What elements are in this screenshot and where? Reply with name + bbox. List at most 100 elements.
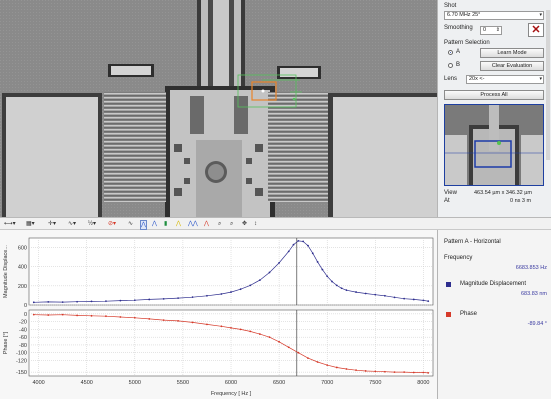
overview-thumbnail-image bbox=[445, 105, 543, 185]
magnitude-data-point bbox=[364, 292, 367, 295]
phase-data-point bbox=[32, 313, 35, 316]
cursor-icon[interactable]: ✛▾ bbox=[48, 221, 57, 227]
phase-data-point bbox=[148, 318, 151, 320]
multi-pattern-icon[interactable]: ⋀⋀ bbox=[188, 221, 198, 227]
phase-data-point bbox=[422, 371, 425, 374]
magnitude-data-point bbox=[90, 300, 93, 303]
magnitude-data-point bbox=[287, 250, 290, 253]
yellow-pattern-icon[interactable]: ⋀ bbox=[176, 221, 181, 227]
phase-y-tick-label: -80 bbox=[19, 343, 27, 349]
phase-data-point bbox=[364, 370, 367, 372]
magnitude-data-point bbox=[206, 294, 208, 297]
magnitude-swatch bbox=[446, 282, 451, 287]
magnitude-y-tick-label: 600 bbox=[18, 246, 27, 252]
phase-data-point bbox=[162, 319, 165, 321]
phase-data-point bbox=[307, 357, 309, 360]
phase-data-point bbox=[355, 369, 357, 372]
fit-icon[interactable]: ∿▾ bbox=[68, 221, 77, 227]
x-tick-label: 4500 bbox=[81, 380, 93, 386]
green-pattern-icon[interactable]: ▮ bbox=[164, 221, 168, 227]
zoom-x-icon[interactable]: ⟷▾ bbox=[4, 221, 16, 227]
no-entry-icon[interactable]: ⊘▾ bbox=[108, 221, 117, 227]
clear-evaluation-button[interactable]: Clear Evaluation bbox=[480, 61, 544, 71]
fit-vertical-icon[interactable]: ↕ bbox=[254, 221, 257, 227]
pattern-a-label: A bbox=[456, 49, 461, 55]
phase-data-point bbox=[258, 333, 261, 335]
pattern-a-view-icon[interactable]: ⋀ bbox=[140, 220, 147, 230]
shot-select[interactable]: 6.70 MHz 25° ▾ bbox=[444, 11, 544, 20]
phase-data-point bbox=[206, 323, 208, 326]
zoom-out-icon[interactable]: ⌕ bbox=[230, 221, 234, 227]
series-select-icon[interactable]: ▦▾ bbox=[26, 221, 35, 227]
pattern-b-radio[interactable] bbox=[448, 63, 453, 68]
magnitude-data-point bbox=[321, 268, 324, 271]
close-icon[interactable]: ✕ bbox=[528, 23, 544, 37]
mems-device-image bbox=[0, 0, 437, 217]
magnitude-data-point bbox=[335, 284, 338, 287]
magnitude-data-point bbox=[278, 261, 280, 264]
process-all-button[interactable]: Process All bbox=[444, 90, 544, 100]
phase-value: -89.84 ° bbox=[527, 321, 547, 327]
magnitude-data-point bbox=[191, 296, 194, 299]
phase-series-line bbox=[33, 314, 429, 374]
magnitude-data-point bbox=[61, 301, 64, 304]
magnitude-data-point bbox=[32, 301, 35, 304]
phase-swatch bbox=[446, 312, 451, 317]
scale-icon[interactable]: ½▾ bbox=[88, 221, 97, 227]
x-axis-label: Frequency [ Hz ] bbox=[211, 391, 252, 397]
magnitude-data-point bbox=[316, 261, 319, 263]
frequency-response-chart[interactable]: 0 200 400 600 Magnitude Displace... 0 -20-40 -6… bbox=[0, 230, 437, 399]
red-pattern-icon[interactable]: ⋀ bbox=[204, 221, 209, 227]
magnitude-data-point bbox=[340, 287, 343, 290]
frequency-value: 6683.853 Hz bbox=[515, 265, 547, 271]
phase-y-tick-label: -60 bbox=[19, 335, 27, 341]
panel-scrollbar[interactable] bbox=[546, 10, 550, 160]
pattern-b-view-icon[interactable]: ⋀ bbox=[152, 221, 157, 227]
x-tick-label: 7500 bbox=[369, 380, 381, 386]
phase-data-point bbox=[393, 371, 396, 374]
pan-icon[interactable]: ✥ bbox=[242, 221, 248, 227]
magnitude-y-axis-label: Magnitude Displace... bbox=[3, 245, 9, 298]
lens-select[interactable]: 20x <- ▾ bbox=[466, 75, 544, 84]
magnitude-data-point bbox=[148, 298, 151, 301]
view-value: 463.54 µm x 346.32 µm bbox=[474, 190, 533, 196]
x-tick-label: 5500 bbox=[177, 380, 189, 386]
chevron-down-icon: ▾ bbox=[539, 76, 542, 82]
magnitude-data-point bbox=[374, 293, 377, 296]
magnitude-data-point bbox=[427, 300, 430, 303]
magnitude-y-tick-label: 0 bbox=[24, 303, 27, 309]
phase-data-point bbox=[278, 340, 280, 343]
phase-data-point bbox=[191, 321, 194, 324]
chevron-down-icon: ▾ bbox=[539, 12, 542, 18]
x-tick-label: 7000 bbox=[321, 380, 333, 386]
phase-label: Phase bbox=[460, 311, 478, 317]
magnitude-data-point bbox=[345, 289, 348, 292]
magnitude-series-line bbox=[33, 240, 429, 303]
overview-thumbnail[interactable] bbox=[444, 104, 544, 186]
phase-y-tick-label: -40 bbox=[19, 327, 27, 333]
shot-select-value: 6.70 MHz 25° bbox=[447, 12, 481, 18]
zoom-icon[interactable]: ⌕ bbox=[218, 221, 222, 227]
phase-data-point bbox=[119, 316, 122, 318]
phase-data-point bbox=[47, 314, 50, 316]
magnitude-data-point bbox=[76, 300, 78, 303]
phase-y-tick-label: 0 bbox=[24, 312, 27, 318]
legend-title: Pattern A - Horizontal bbox=[444, 239, 501, 245]
smoothing-input[interactable]: 0 ⇕ bbox=[480, 26, 502, 35]
learn-mode-button[interactable]: Learn Mode bbox=[480, 48, 544, 58]
wave-icon[interactable]: ∿ bbox=[128, 221, 134, 227]
x-tick-label: 5000 bbox=[129, 380, 141, 386]
lens-label: Lens bbox=[444, 76, 458, 82]
pattern-a-radio[interactable] bbox=[448, 50, 453, 55]
magnitude-data-point bbox=[307, 244, 309, 247]
magnitude-data-point bbox=[162, 297, 165, 300]
magnitude-data-point bbox=[422, 299, 425, 302]
magnitude-data-point bbox=[302, 240, 305, 243]
magnitude-data-point bbox=[311, 252, 314, 255]
microscope-view[interactable] bbox=[0, 0, 437, 217]
phase-data-point bbox=[133, 316, 136, 319]
magnitude-data-point bbox=[47, 301, 50, 303]
magnitude-data-point bbox=[258, 279, 261, 282]
phase-data-point bbox=[249, 330, 252, 333]
stepper-icon: ⇕ bbox=[495, 27, 500, 33]
